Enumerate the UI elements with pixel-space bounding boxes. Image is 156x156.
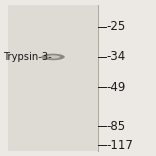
Text: -49: -49	[107, 81, 126, 94]
Text: -34: -34	[107, 50, 126, 63]
Text: -117: -117	[107, 139, 134, 152]
Ellipse shape	[46, 55, 60, 59]
Text: -85: -85	[107, 120, 126, 133]
Text: Trypsin-3-: Trypsin-3-	[3, 52, 52, 62]
Bar	[8, 5, 98, 151]
Text: -25: -25	[107, 20, 126, 33]
Ellipse shape	[41, 54, 65, 60]
